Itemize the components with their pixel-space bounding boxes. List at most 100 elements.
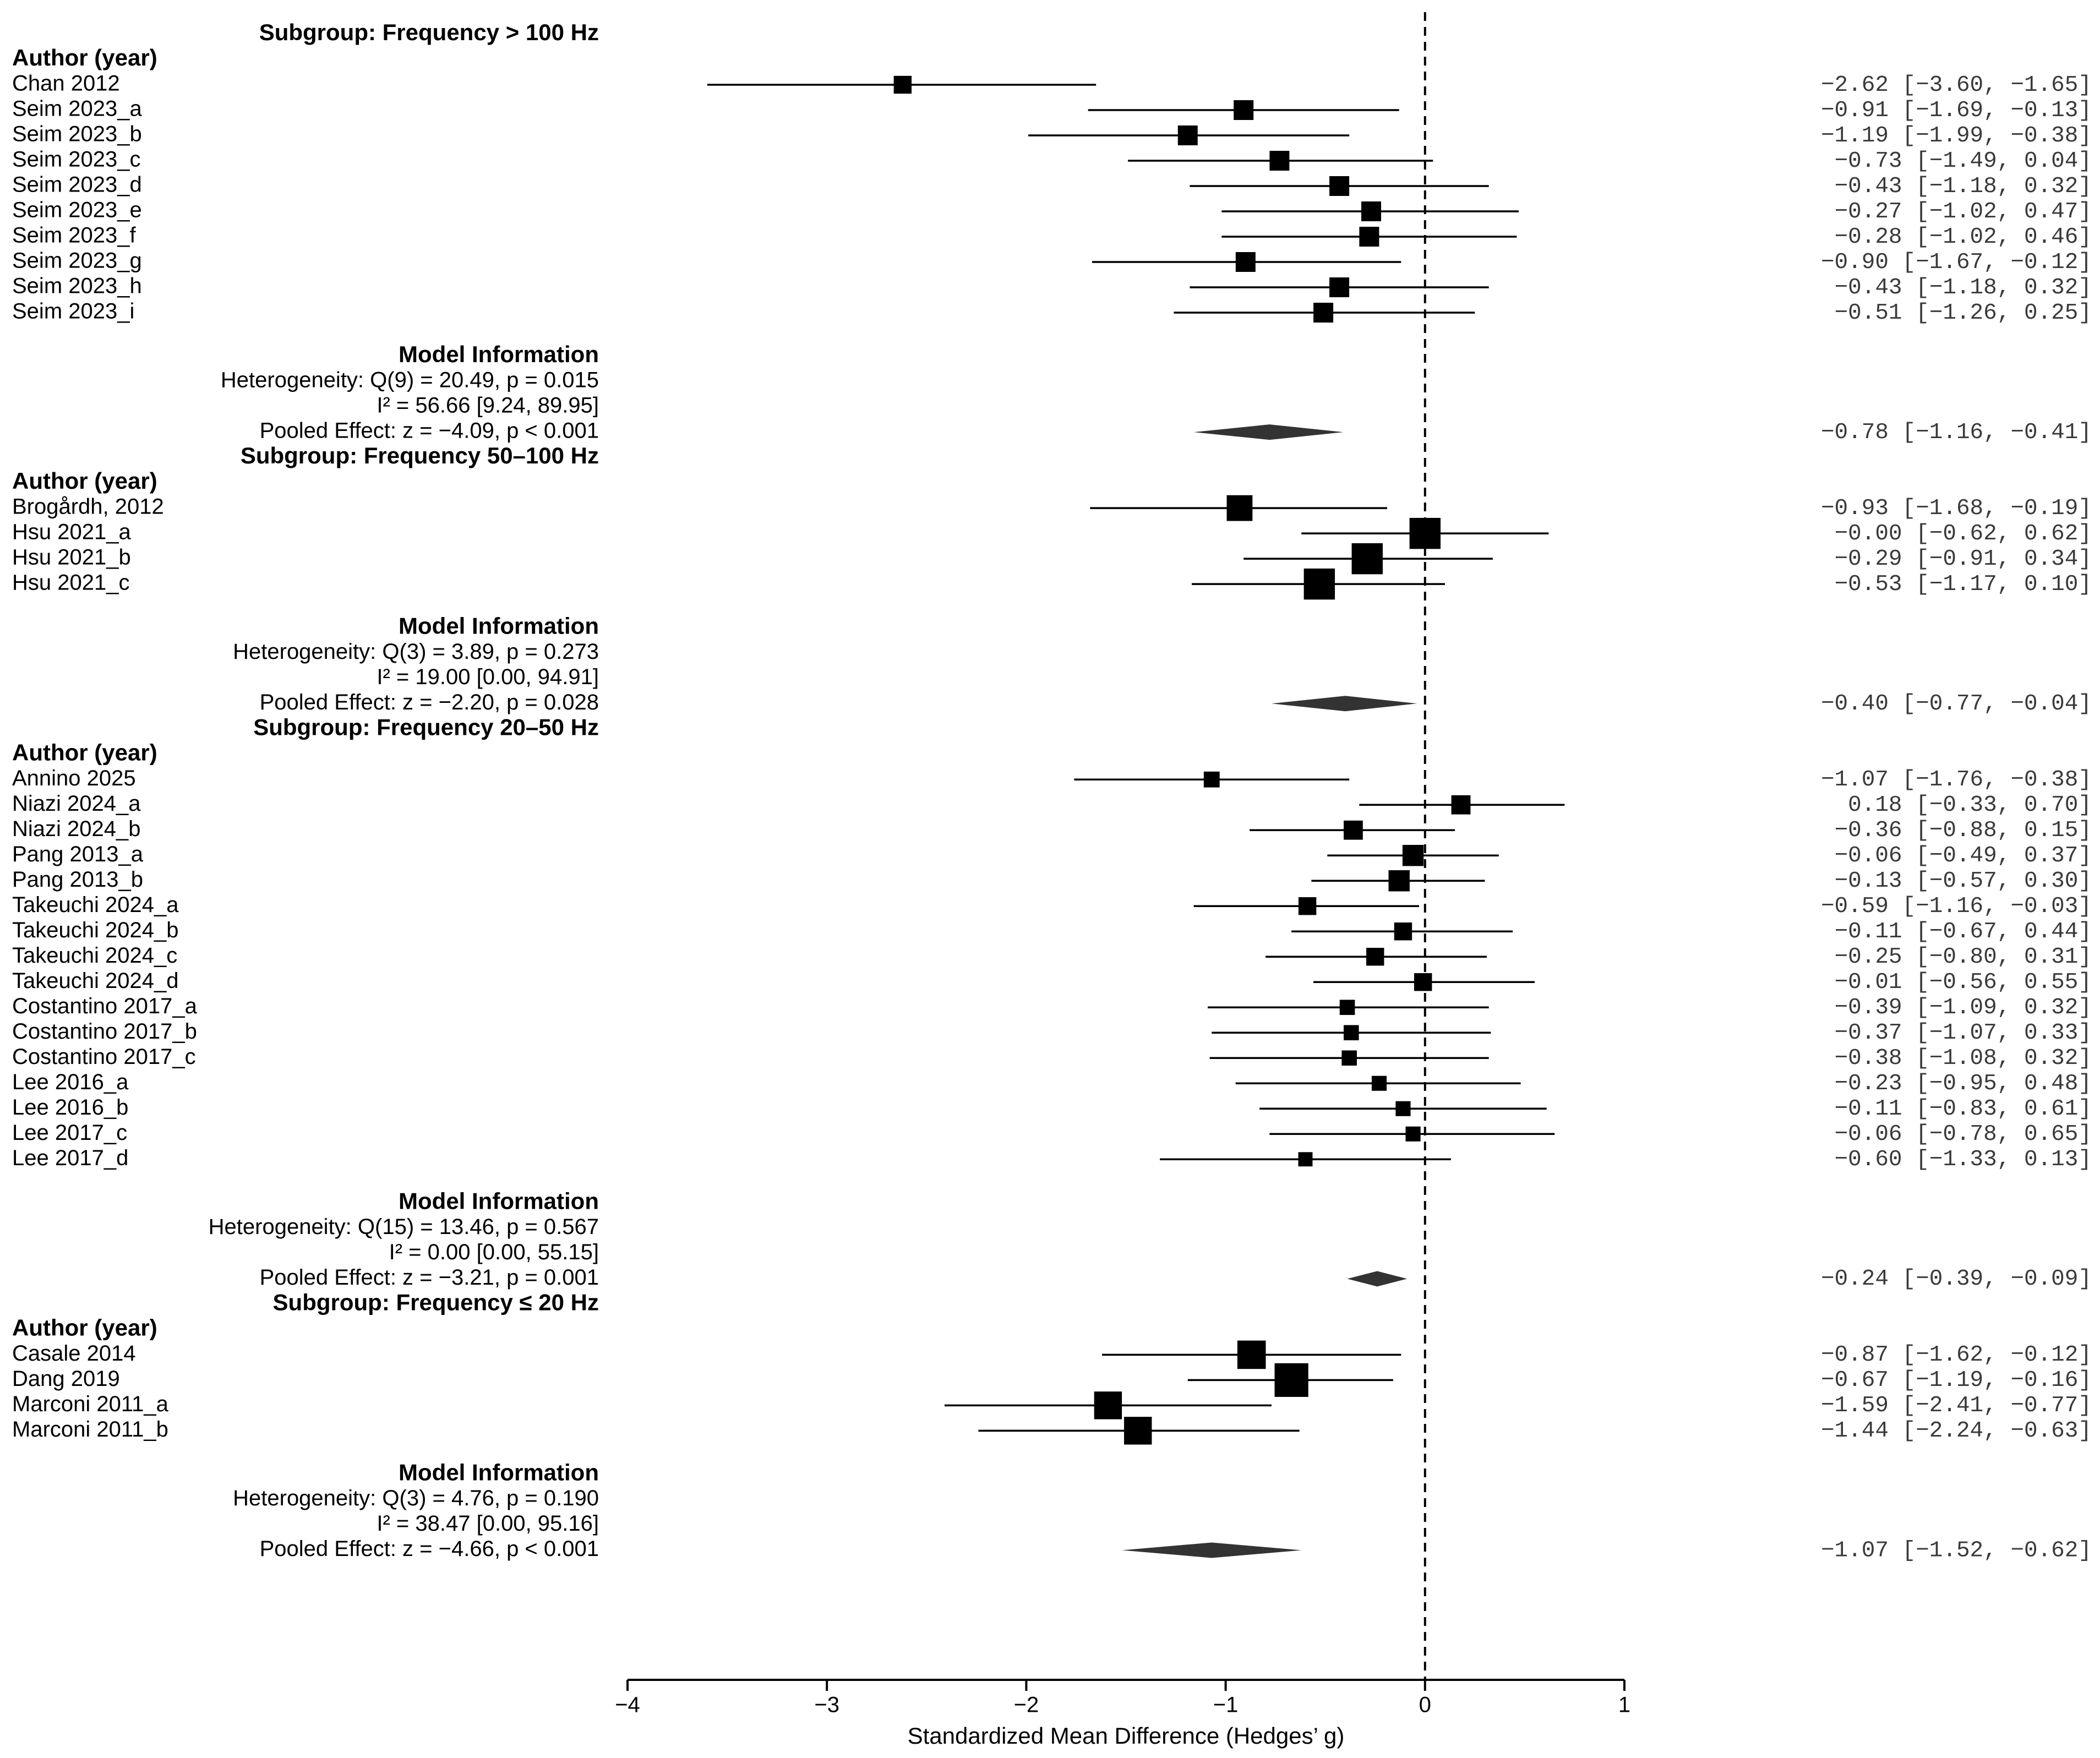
i-squared-text: I² = 56.66 [9.24, 89.95]: [377, 394, 599, 418]
pooled-effect-text: Pooled Effect: z = −4.09, p < 0.001: [260, 419, 599, 443]
study-label: Brogårdh, 2012: [12, 495, 164, 519]
effect-ci-text: −0.87 [−1.62, −0.12]: [1821, 1342, 2092, 1368]
effect-square: [1366, 948, 1384, 966]
study-label: Lee 2017_c: [12, 1121, 127, 1145]
study-label: Seim 2023_g: [12, 249, 142, 273]
study-label: Seim 2023_i: [12, 299, 134, 324]
pooled-effect-text: Pooled Effect: z = −4.66, p < 0.001: [260, 1537, 599, 1561]
effect-square: [1359, 227, 1379, 247]
effect-square: [1269, 151, 1290, 171]
pooled-effect-ci-text: −0.24 [−0.39, −0.09]: [1821, 1266, 2092, 1292]
study-label: Marconi 2011_b: [12, 1417, 168, 1442]
effect-ci-text: −0.38 [−1.08, 0.32]: [1835, 1046, 2092, 1071]
pooled-diamond: [1122, 1542, 1302, 1558]
study-label: Seim 2023_h: [12, 274, 142, 298]
effect-ci-text: −0.37 [−1.07, 0.33]: [1835, 1020, 2092, 1046]
effect-square: [1339, 1000, 1355, 1016]
study-label: Takeuchi 2024_b: [12, 918, 178, 942]
study-label: Annino 2025: [12, 766, 136, 790]
effect-ci-text: −0.23 [−0.95, 0.48]: [1835, 1071, 2092, 1096]
column-header: Author (year): [12, 45, 157, 70]
effect-square: [1237, 1340, 1266, 1369]
effect-ci-text: −0.29 [−0.91, 0.34]: [1835, 547, 2092, 572]
effect-ci-text: −0.59 [−1.16, −0.03]: [1821, 894, 2092, 919]
study-label: Niazi 2024_b: [12, 817, 141, 841]
effect-square: [1298, 1152, 1313, 1167]
effect-square: [1351, 543, 1383, 575]
study-label: Seim 2023_f: [12, 223, 136, 248]
pooled-effect-ci-text: −0.78 [−1.16, −0.41]: [1821, 420, 2092, 445]
effect-square: [1235, 252, 1256, 272]
study-label: Hsu 2021_c: [12, 571, 129, 595]
effect-ci-text: −0.90 [−1.67, −0.12]: [1821, 250, 2092, 275]
effect-ci-text: −0.39 [−1.09, 0.32]: [1835, 995, 2092, 1020]
pooled-effect-ci-text: −0.40 [−0.77, −0.04]: [1821, 691, 2092, 717]
effect-square: [1343, 1025, 1359, 1041]
effect-ci-text: −1.59 [−2.41, −0.77]: [1821, 1393, 2092, 1418]
effect-square: [1094, 1391, 1122, 1419]
effect-ci-text: −1.07 [−1.76, −0.38]: [1821, 767, 2092, 793]
heterogeneity-text: Heterogeneity: Q(15) = 13.46, p = 0.567: [209, 1215, 599, 1239]
effect-ci-text: −0.53 [−1.17, 0.10]: [1835, 572, 2092, 597]
study-label: Seim 2023_d: [12, 173, 142, 197]
study-label: Hsu 2021_b: [12, 545, 131, 570]
study-label: Seim 2023_a: [12, 97, 142, 121]
effect-square: [1303, 568, 1335, 600]
i-squared-text: I² = 38.47 [0.00, 95.16]: [377, 1511, 599, 1536]
effect-ci-text: −0.93 [−1.68, −0.19]: [1821, 496, 2092, 521]
effect-square: [1341, 1050, 1357, 1066]
effect-square: [1329, 277, 1350, 297]
effect-square: [1388, 870, 1410, 892]
effect-square: [1329, 176, 1350, 196]
study-label: Takeuchi 2024_c: [12, 943, 177, 968]
effect-square: [1414, 973, 1432, 991]
study-label: Seim 2023_e: [12, 198, 142, 222]
effect-ci-text: −0.00 [−0.62, 0.62]: [1835, 521, 2092, 547]
model-info-header: Model Information: [399, 1188, 599, 1214]
effect-ci-text: −0.06 [−0.49, 0.37]: [1835, 843, 2092, 869]
effect-ci-text: −1.19 [−1.99, −0.38]: [1821, 123, 2092, 149]
i-squared-text: I² = 19.00 [0.00, 94.91]: [377, 665, 599, 689]
effect-square: [1234, 100, 1254, 120]
study-label: Costantino 2017_b: [12, 1019, 197, 1044]
effect-square: [1344, 820, 1363, 840]
effect-ci-text: −0.06 [−0.78, 0.65]: [1835, 1122, 2092, 1147]
effect-square: [1395, 1101, 1411, 1116]
study-label: Pang 2013_a: [12, 842, 144, 866]
effect-square: [1203, 771, 1220, 788]
effect-ci-text: −0.25 [−0.80, 0.31]: [1835, 944, 2092, 970]
effect-ci-text: −0.01 [−0.56, 0.55]: [1835, 970, 2092, 995]
effect-square: [1226, 495, 1253, 521]
effect-ci-text: 0.18 [−0.33, 0.70]: [1848, 793, 2092, 818]
effect-ci-text: −0.43 [−1.18, 0.32]: [1835, 174, 2092, 199]
effect-square: [1409, 517, 1441, 549]
study-label: Costantino 2017_a: [12, 994, 198, 1018]
effect-ci-text: −0.11 [−0.67, 0.44]: [1835, 919, 2092, 944]
effect-square: [1124, 1417, 1152, 1445]
effect-ci-text: −0.27 [−1.02, 0.47]: [1835, 199, 2092, 225]
pooled-effect-text: Pooled Effect: z = −3.21, p = 0.001: [260, 1265, 599, 1290]
x-tick-label: −3: [814, 1693, 839, 1717]
subgroup-title: Subgroup: Frequency > 100 Hz: [259, 19, 599, 45]
study-label: Seim 2023_b: [12, 122, 142, 146]
study-label: Lee 2016_b: [12, 1095, 128, 1120]
study-label: Lee 2017_d: [12, 1146, 128, 1170]
study-label: Hsu 2021_a: [12, 520, 131, 544]
effect-ci-text: −0.11 [−0.83, 0.61]: [1835, 1096, 2092, 1122]
effect-ci-text: −0.36 [−0.88, 0.15]: [1835, 818, 2092, 843]
study-label: Lee 2016_a: [12, 1070, 129, 1094]
column-header: Author (year): [12, 468, 157, 494]
x-tick-label: 1: [1618, 1693, 1630, 1717]
study-label: Costantino 2017_c: [12, 1045, 196, 1069]
effect-ci-text: −0.67 [−1.19, −0.16]: [1821, 1368, 2092, 1393]
effect-square: [1371, 1075, 1387, 1091]
study-label: Casale 2014: [12, 1341, 136, 1366]
model-info-header: Model Information: [399, 341, 599, 367]
subgroup-title: Subgroup: Frequency 50–100 Hz: [241, 443, 599, 468]
heterogeneity-text: Heterogeneity: Q(3) = 3.89, p = 0.273: [233, 640, 599, 664]
study-label: Seim 2023_c: [12, 148, 140, 172]
effect-square: [1298, 897, 1317, 915]
subgroup-title: Subgroup: Frequency ≤ 20 Hz: [273, 1289, 599, 1315]
study-label: Marconi 2011_a: [12, 1392, 169, 1416]
x-axis-label: Standardized Mean Difference (Hedges’ g): [908, 1723, 1345, 1749]
